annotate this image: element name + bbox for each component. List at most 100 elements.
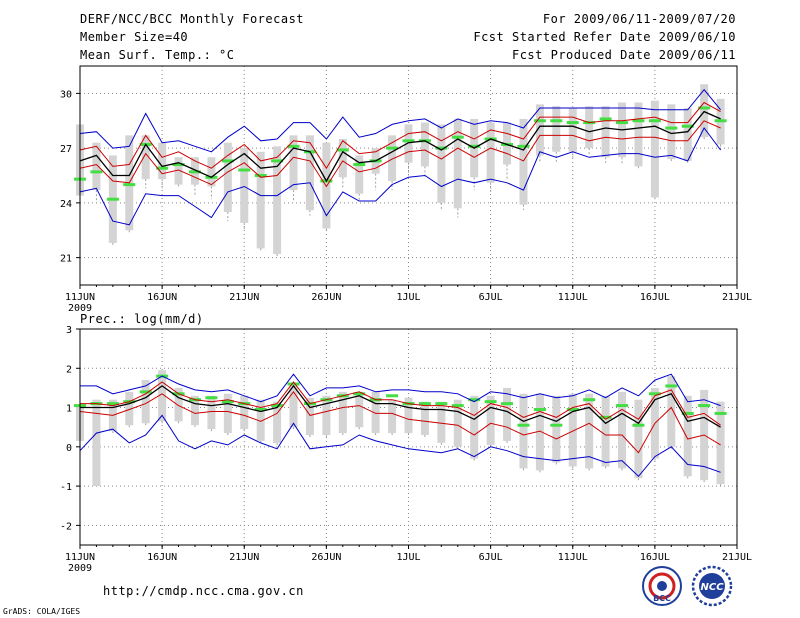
prec-upper-spread-line: [80, 381, 721, 426]
prec-spread-box: [223, 393, 232, 434]
temp-spread-box: [585, 106, 594, 149]
bcc-logo-label: BCC: [653, 594, 671, 603]
temp-xtick-label: 16JUL: [640, 292, 670, 303]
prec-ytick-label: 0: [66, 443, 72, 454]
temp-ytick-label: 30: [60, 89, 72, 100]
prec-spread-box: [585, 393, 594, 469]
prec-spread-box: [141, 380, 150, 424]
temp-spread-box: [388, 135, 397, 181]
temp-spread-box: [700, 84, 709, 138]
temp-spread-box: [486, 122, 495, 183]
prec-spread-box: [601, 395, 610, 467]
prec-spread-box: [174, 387, 183, 422]
prec-spread-box: [535, 393, 544, 471]
prec-spread-box: [716, 401, 725, 485]
temp-spread-box: [634, 102, 643, 167]
temp-spread-box: [338, 139, 347, 178]
temp-spread-box: [601, 106, 610, 158]
prec-ytick-label: 2: [66, 364, 72, 375]
prec-spread-box: [355, 391, 364, 428]
prec-spread-box: [437, 401, 446, 443]
footer-url: http://cmdp.ncc.cma.gov.cn: [103, 584, 304, 598]
prec-ytick-label: 1: [66, 404, 72, 415]
ncc-logo: NCC: [691, 565, 733, 607]
prec-spread-box: [256, 399, 265, 441]
temp-spread-box: [355, 155, 364, 194]
ncc-logo-label: NCC: [700, 582, 724, 593]
prec-min-line: [79, 414, 721, 478]
prec-xtick-year: 2009: [68, 563, 92, 574]
temp-spread-box: [256, 151, 265, 249]
prec-spread-box: [503, 387, 512, 441]
temp-spread-box: [404, 124, 413, 163]
header-period: For 2009/06/11-2009/07/20: [543, 12, 736, 26]
prec-spread-box: [634, 399, 643, 479]
temp-spread-box: [207, 157, 216, 187]
temp-spread-box: [240, 148, 249, 223]
prec-mean-line: [80, 384, 721, 428]
prec-spread-box: [404, 397, 413, 434]
temp-xtick-label: 6JUL: [479, 292, 503, 303]
header-variable-top: Mean Surf. Temp.: °C: [80, 48, 235, 62]
temp-lower-spread-line: [79, 120, 721, 188]
precip-panel-title: Prec.: log(mm/d): [80, 312, 204, 326]
temp-spread-box: [667, 104, 676, 160]
temp-spread-box: [420, 122, 429, 167]
temp-xtick-label: 26JUN: [311, 292, 341, 303]
temp-xtick-label: 11JUL: [558, 292, 588, 303]
prec-spread-box: [190, 395, 199, 426]
temp-spread-box: [273, 146, 282, 254]
prec-spread-box: [486, 395, 495, 445]
prec-plot-frame: [79, 328, 738, 546]
bcc-logo-core: [657, 581, 667, 591]
prec-spread-box: [240, 395, 249, 430]
prec-spread-box: [158, 370, 167, 422]
temp-spread-box: [568, 107, 577, 152]
prec-spread-box: [568, 393, 577, 467]
prec-spread-box: [125, 391, 134, 426]
ncc-logo-disc: [699, 573, 725, 599]
prec-spread-box: [519, 393, 528, 469]
prec-xtick-label: 16JUL: [640, 552, 670, 563]
temp-ytick-label: 24: [60, 199, 72, 210]
prec-spread-box: [667, 376, 676, 447]
temp-spread-box: [453, 118, 462, 209]
temp-spread-box: [92, 142, 101, 191]
temp-ytick-label: 21: [60, 254, 72, 265]
temp-xtick-label: 16JUN: [147, 292, 177, 303]
prec-xtick-label: 1JUL: [396, 552, 420, 563]
prec-xtick-label: 26JUN: [311, 552, 341, 563]
prec-spread-box: [618, 391, 627, 469]
temp-spread-box: [174, 157, 183, 185]
header-produced-date: Fcst Produced Date 2009/06/11: [512, 48, 736, 62]
prec-ytick-label: 3: [66, 325, 72, 336]
temp-spread-box: [683, 107, 692, 161]
prec-xtick-label: 16JUN: [147, 552, 177, 563]
prec-ytick-label: -2: [60, 521, 72, 532]
prec-spread-box: [322, 395, 331, 436]
temp-spread-box: [519, 118, 528, 205]
temp-min-line: [79, 127, 721, 226]
temp-xtick-label: 11JUN: [65, 292, 95, 303]
prec-xtick-label: 11JUN: [65, 552, 95, 563]
temp-upper-spread-line: [79, 101, 721, 170]
prec-xtick-label: 11JUL: [558, 552, 588, 563]
temp-spread-box: [437, 124, 446, 203]
grads-credit: GrADS: COLA/IGES: [3, 607, 80, 616]
temp-spread-box: [141, 135, 150, 180]
temp-spread-box: [535, 104, 544, 156]
header-title: DERF/NCC/BCC Monthly Forecast: [80, 12, 304, 26]
bcc-logo-swirl: [648, 572, 676, 600]
prec-spread-box: [552, 395, 561, 463]
temp-plot-frame: [79, 65, 738, 286]
temp-spread-box: [289, 135, 298, 191]
prec-xtick-label: 6JUL: [479, 552, 503, 563]
prec-lower-spread-line: [79, 390, 721, 454]
prec-xtick-label: 21JUN: [229, 552, 259, 563]
prec-spread-box: [273, 401, 282, 443]
temp-spread-box: [305, 135, 314, 211]
temp-max-line: [79, 88, 721, 153]
